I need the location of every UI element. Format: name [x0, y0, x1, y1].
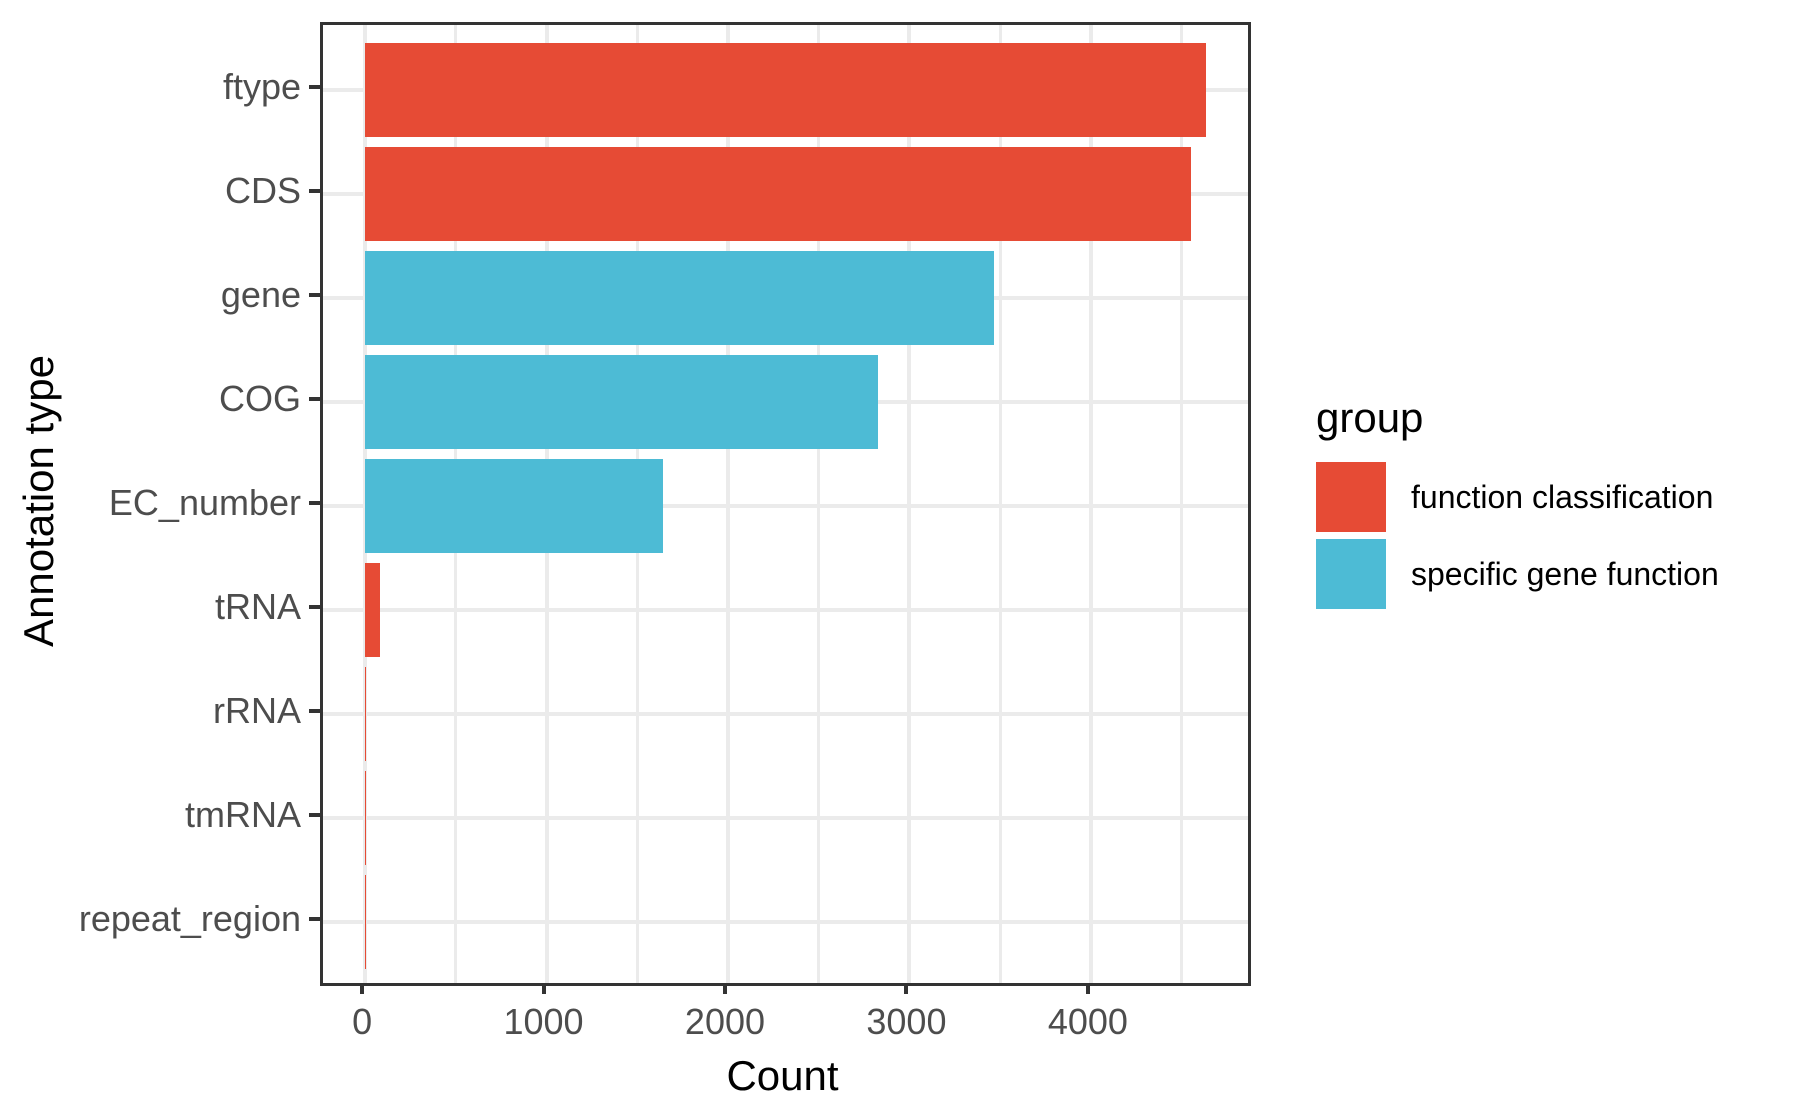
legend-swatch-specific-gene-function: [1316, 539, 1386, 609]
bar-CDS: [365, 147, 1191, 241]
bar-EC_number: [365, 459, 663, 553]
gridline-horizontal: [323, 608, 1248, 612]
legend-label: specific gene function: [1411, 555, 1719, 592]
y-tick-mark: [309, 709, 320, 713]
bar-COG: [365, 355, 879, 449]
bar-gene: [365, 251, 995, 345]
x-tick-label-3000: 3000: [866, 1001, 947, 1042]
y-tick-label-EC_number: EC_number: [108, 482, 301, 523]
y-tick-label-COG: COG: [218, 378, 301, 419]
x-tick-label-0: 0: [352, 1001, 373, 1042]
x-tick-mark: [904, 983, 909, 994]
y-tick-label-gene: gene: [220, 274, 301, 315]
y-tick-label-rRNA: rRNA: [213, 690, 301, 731]
gridline-horizontal: [323, 504, 1248, 508]
x-tick-mark: [722, 983, 727, 994]
y-tick-mark: [309, 293, 320, 297]
y-tick-mark: [309, 85, 320, 89]
x-axis-title: Count: [726, 1052, 839, 1099]
y-tick-label-CDS: CDS: [224, 170, 301, 211]
legend: group function classification specific g…: [1316, 392, 1719, 616]
y-tick-label-tmRNA: tmRNA: [185, 794, 301, 835]
x-tick-label-1000: 1000: [503, 1001, 584, 1042]
x-tick-mark: [541, 983, 546, 994]
gridline-horizontal: [323, 816, 1248, 820]
y-tick-label-tRNA: tRNA: [214, 586, 301, 627]
y-tick-mark: [309, 605, 320, 609]
legend-title: group: [1316, 394, 1424, 441]
bar-tRNA: [365, 563, 380, 657]
y-tick-mark: [309, 397, 320, 401]
legend-swatch-function-classification: [1316, 462, 1386, 532]
gridline-horizontal: [323, 920, 1248, 924]
y-tick-mark: [309, 189, 320, 193]
legend-entry: function classification: [1316, 462, 1719, 532]
x-tick-mark: [1085, 983, 1090, 994]
y-tick-label-repeat_region: repeat_region: [78, 898, 301, 939]
x-tick-label-4000: 4000: [1047, 1001, 1128, 1042]
y-tick-mark: [309, 501, 320, 505]
x-tick-label-2000: 2000: [684, 1001, 766, 1042]
legend-label: function classification: [1411, 478, 1714, 515]
x-tick-mark: [360, 983, 365, 994]
y-tick-label-ftype: ftype: [222, 66, 301, 107]
gridline-horizontal: [323, 712, 1248, 716]
bar-ftype: [365, 43, 1206, 137]
legend-entry: specific gene function: [1316, 539, 1719, 609]
y-tick-mark: [309, 917, 320, 921]
plot-panel: [320, 22, 1251, 986]
y-tick-mark: [309, 813, 320, 817]
